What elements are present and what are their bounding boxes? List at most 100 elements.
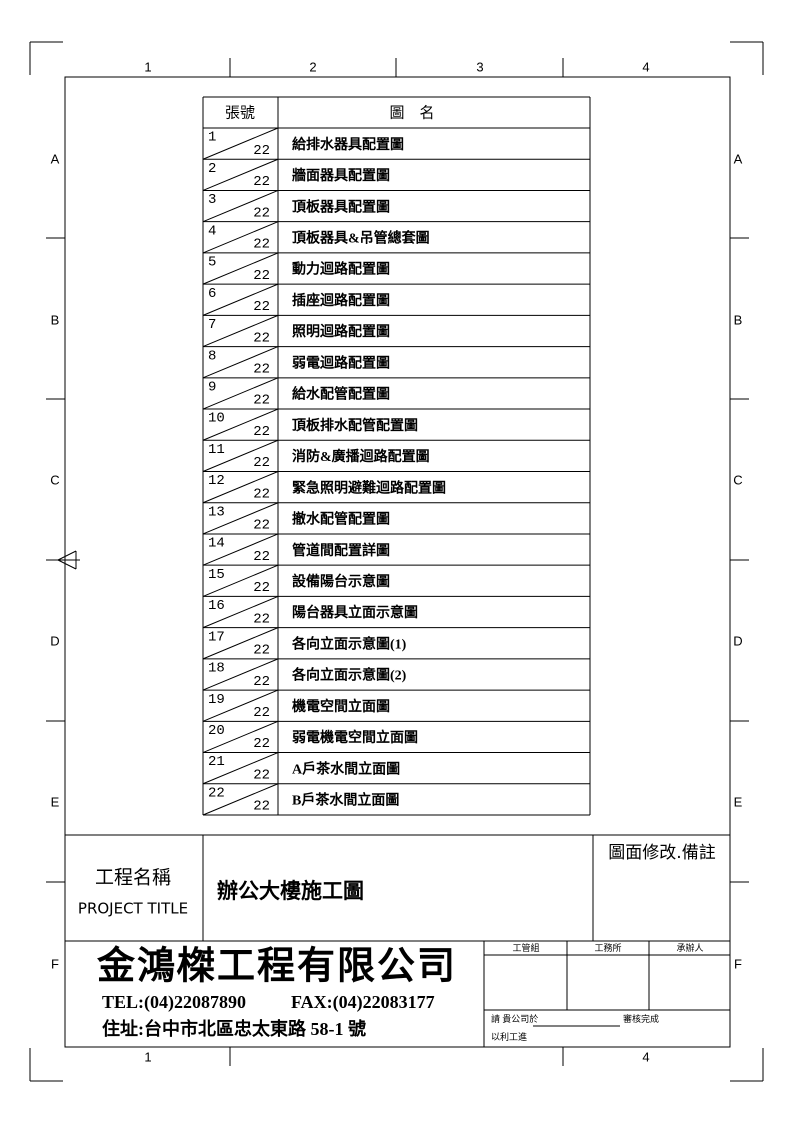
drawing-name: B戶茶水間立面圖 (292, 792, 399, 809)
drawing-name: 緊急照明避難迴路配置圖 (292, 479, 446, 496)
sheet-diagonal (202, 564, 279, 597)
approval-label: 工務所 (594, 942, 621, 953)
drawing-name: 各向立面示意圖(2) (291, 667, 407, 684)
sheet-diagonal (202, 377, 279, 410)
zone-label: 2 (309, 59, 316, 74)
note: 審核完成 (623, 1013, 659, 1024)
sheet-diagonal (202, 502, 279, 535)
sheet-diagonal (202, 221, 279, 254)
zone-label: C (733, 472, 742, 487)
zone-label: B (734, 312, 743, 327)
sheet-total: 22 (253, 393, 270, 409)
zone-label: E (51, 794, 60, 809)
sheet-total: 22 (253, 486, 270, 502)
drawing-name: 頂板器具&吊管總套圖 (292, 230, 430, 247)
drawing-name: A戶茶水間立面圖 (292, 760, 400, 777)
drawing-name: 撤水配管配置圖 (292, 511, 390, 528)
sheet-number: 6 (208, 286, 216, 302)
sheet-total: 22 (253, 736, 270, 752)
sheet-number: 7 (208, 317, 216, 333)
zone-label: C (50, 472, 59, 487)
sheet-number: 15 (208, 567, 225, 583)
company-name: 金鴻榤工程有限公司 (96, 945, 457, 988)
sheet-total: 22 (253, 611, 270, 627)
sheet-diagonal (202, 346, 279, 379)
sheet-number: 21 (208, 754, 225, 770)
sheet-diagonal (202, 439, 279, 472)
sheet-diagonal (202, 408, 279, 441)
sheet-diagonal (202, 689, 279, 722)
sheet-frame (64, 76, 731, 1048)
drawing-name: 弱電機電空間立面圖 (292, 729, 418, 746)
sheet-number: 1 (208, 130, 216, 146)
sheet-number: 17 (208, 629, 225, 645)
drawing-name: 牆面器具配置圖 (292, 167, 390, 184)
sheet-diagonal (202, 595, 279, 629)
corner-marks (29, 41, 764, 1082)
company-tel: TEL:(04)22087890 (102, 992, 246, 1013)
note: 請 貴公司於 (491, 1013, 538, 1024)
company-fax: FAX:(04)22083177 (291, 992, 435, 1013)
sheet-diagonal (202, 471, 279, 504)
sheet-number: 13 (208, 504, 225, 520)
sheet-diagonal (202, 533, 279, 566)
sheet-number: 16 (208, 598, 225, 614)
sheet-number: 19 (208, 692, 225, 708)
drawing-name: 各向立面示意圖(1) (291, 635, 407, 652)
zone-label: A (734, 151, 743, 166)
sheet-diagonal (202, 314, 279, 348)
sheet-number: 4 (208, 223, 216, 239)
sheet-number: 5 (208, 255, 216, 271)
sheet-number: 14 (208, 536, 225, 552)
company-address: 住址:台中市北區忠太東路 58-1 號 (102, 1018, 366, 1039)
zone-label: F (51, 956, 59, 971)
sheet-total: 22 (253, 767, 270, 783)
zone-label: 4 (642, 59, 649, 74)
zone-label: D (733, 633, 742, 648)
sheet-diagonal (202, 283, 279, 316)
sheet-number: 22 (208, 785, 225, 801)
sheet-total: 22 (253, 362, 270, 378)
drawing-name: 管道間配置詳圖 (292, 542, 390, 559)
zone-label: A (51, 151, 60, 166)
zone-label: 3 (476, 59, 483, 74)
drawing-name: 照明迴路配置圖 (292, 323, 390, 340)
drawing-name: 設備陽台示意圖 (292, 573, 390, 590)
drawing-name: 給排水器具配置圖 (292, 136, 404, 153)
sheet-diagonal (202, 720, 279, 754)
sheet-total: 22 (253, 643, 270, 659)
revision-label: 圖面修改.備註 (608, 843, 715, 863)
note: 以利工進 (491, 1031, 527, 1042)
drawing-name: 動力迴路配置圖 (292, 261, 390, 278)
sheet-total: 22 (253, 455, 270, 471)
sheet-total: 22 (253, 799, 270, 815)
sheet-total: 22 (253, 174, 270, 190)
zone-label: 4 (642, 1049, 649, 1064)
drawing-name: 陽台器具立面示意圖 (292, 604, 418, 621)
drawing-name: 消防&廣播迴路配置圖 (292, 448, 430, 465)
sheet-total: 22 (253, 299, 270, 315)
header-cell: 圖 名 (389, 104, 434, 121)
sheet-total: 22 (253, 268, 270, 284)
drawing-name: 機電空間立面圖 (292, 698, 390, 715)
sheet-total: 22 (253, 518, 270, 534)
drawing-name: 弱電迴路配置圖 (292, 354, 390, 371)
sheet-number: 3 (208, 192, 216, 208)
sheet-diagonal (202, 158, 279, 191)
sheet-total: 22 (253, 549, 270, 565)
sheet-total: 22 (253, 674, 270, 690)
header-cell: 張號 (225, 104, 255, 121)
sheet-total: 22 (253, 330, 270, 346)
zone-label: E (734, 794, 743, 809)
sheet-total: 22 (253, 143, 270, 159)
sheet-number: 20 (208, 723, 225, 739)
sheet-total: 22 (253, 580, 270, 596)
sheet-diagonal (202, 658, 279, 691)
sheet-number: 10 (208, 411, 225, 427)
sheet-diagonal (202, 752, 279, 785)
approval-label: 承辦人 (676, 942, 703, 953)
sheet-total: 22 (253, 237, 270, 253)
sheet-total: 22 (253, 205, 270, 221)
sheet-diagonal (202, 127, 279, 160)
